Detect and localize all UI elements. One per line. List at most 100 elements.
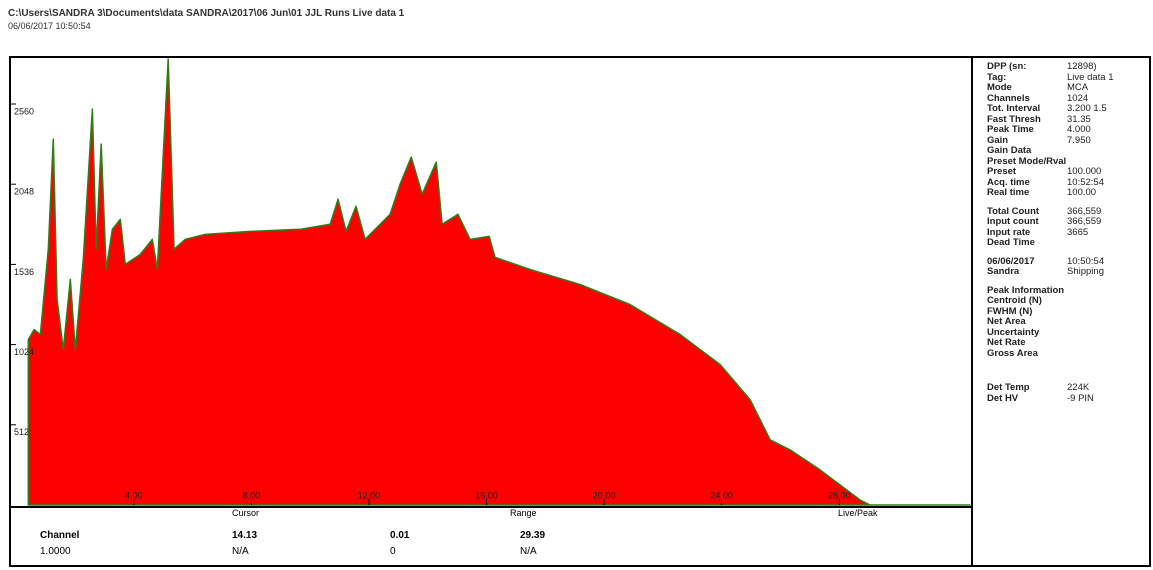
info-value: 31.35 [1067, 113, 1091, 125]
info-label: Gain [987, 134, 1009, 146]
info-value: Shipping [1067, 266, 1104, 277]
info-row: Gross Area [987, 347, 1147, 360]
info-label: 06/06/2017 [987, 255, 1035, 267]
y-tick-label: 1536 [14, 267, 34, 277]
file-path: C:\Users\SANDRA 3\Documents\data SANDRA\… [8, 8, 405, 19]
info-value: 366,559 [1067, 205, 1102, 217]
info-label: Dead Time [987, 237, 1035, 248]
info-row: Acq. time 10:52:54 [987, 176, 1147, 189]
info-label: Tag: [987, 71, 1007, 83]
y-tick-label: 2048 [14, 187, 34, 197]
info-label: Det HV [987, 392, 1019, 404]
status-value: 0.01 [390, 530, 410, 541]
x-tick-label: 4.00 [125, 490, 143, 500]
x-tick-label: 28.00 [828, 490, 851, 500]
info-label: Gross Area [987, 347, 1038, 359]
range-label: Range [510, 508, 537, 518]
info-label: Det Temp [987, 382, 1030, 393]
info-value: 10:52:54 [1067, 176, 1104, 188]
info-row: Mode MCA [987, 82, 1147, 94]
timestamp: 06/06/2017 10:50:54 [8, 21, 91, 31]
info-value: 100.000 [1067, 166, 1102, 177]
status-value: 1.0000 [40, 546, 71, 557]
info-row: Tot. Interval 3.200 1.5 [987, 103, 1147, 115]
info-label: Preset Mode/Rval [987, 155, 1067, 167]
info-value: 1024 [1067, 92, 1089, 104]
status-value: Channel [40, 530, 80, 541]
info-label: Input rate [987, 226, 1031, 238]
info-value: 12898) [1067, 61, 1097, 72]
info-label: Total Count [987, 205, 1040, 217]
info-row: Peak Time 4.000 [987, 124, 1147, 136]
info-value: MCA [1067, 82, 1089, 93]
info-value: 3665 [1067, 226, 1089, 238]
info-label: Gain Data [987, 145, 1032, 156]
info-value: 100.00 [1067, 187, 1097, 198]
info-label: Channels [987, 92, 1030, 104]
info-label: Sandra [987, 266, 1020, 277]
info-value: 224K [1067, 382, 1090, 393]
info-row: Input rate 3665 [987, 226, 1147, 239]
info-value: 4.000 [1067, 124, 1091, 135]
info-row: Centroid (N) [987, 295, 1147, 307]
info-label: Preset [987, 166, 1017, 177]
info-row: Net Rate [987, 337, 1147, 349]
info-row: Det Temp 224K [987, 382, 1147, 394]
info-panel: DPP (sn: 12898) Tag: Live data 1 Mode MCA Chan… [987, 61, 1147, 405]
info-row: Det HV -9 PIN [987, 392, 1147, 405]
x-tick-label: 20.00 [593, 490, 616, 500]
info-row: Uncertainty [987, 326, 1147, 339]
x-tick-label: 24.00 [710, 490, 733, 500]
info-label: Peak Time [987, 124, 1034, 135]
info-row: Real time 100.00 [987, 187, 1147, 199]
info-row: 06/06/2017 10:50:54 [987, 255, 1147, 268]
spectrum-area [27, 58, 971, 506]
info-value: 7.950 [1067, 134, 1091, 146]
info-row: Input count 366,559 [987, 216, 1147, 228]
info-row: Net Area [987, 316, 1147, 328]
info-label: DPP (sn: [987, 61, 1027, 72]
x-tick-label: 16.00 [475, 490, 498, 500]
info-label: Uncertainty [987, 326, 1040, 338]
info-row: DPP (sn: 12898) [987, 61, 1147, 73]
info-label: Peak Information [987, 284, 1065, 296]
info-row: Gain 7.950 [987, 134, 1147, 147]
info-row: Tag: Live data 1 [987, 71, 1147, 84]
x-tick-label: 8.00 [243, 490, 261, 500]
x-tick-label: 12.00 [358, 490, 381, 500]
info-row: FWHM (N) [987, 305, 1147, 318]
window-frame [9, 56, 1151, 567]
info-label: Input count [987, 216, 1039, 227]
info-value: -9 PIN [1067, 392, 1094, 404]
info-row: Preset 100.000 [987, 166, 1147, 178]
status-value: 29.39 [520, 530, 546, 541]
info-value: 366,559 [1067, 216, 1102, 227]
roi-label: Live/Peak [838, 508, 878, 518]
info-value: Live data 1 [1067, 71, 1114, 83]
info-label: FWHM (N) [987, 305, 1033, 317]
status-bar: Cursor Range Live/Peak Channel 14.13 0.01 29.3… [10, 508, 970, 566]
info-row: Fast Thresh 31.35 [987, 113, 1147, 126]
status-value: 14.13 [232, 530, 258, 541]
info-row: Preset Mode/Rval [987, 155, 1147, 168]
status-value: N/A [520, 546, 537, 557]
info-row: Peak Information [987, 284, 1147, 297]
info-row: Channels 1024 [987, 92, 1147, 105]
info-label: Real time [987, 187, 1030, 198]
info-label: Centroid (N) [987, 295, 1042, 306]
info-row: Sandra Shipping [987, 266, 1147, 278]
info-row: Gain Data [987, 145, 1147, 157]
status-value: N/A [232, 546, 249, 557]
info-label: Net Rate [987, 337, 1026, 348]
info-label: Mode [987, 82, 1012, 93]
y-tick-label: 512 [14, 427, 29, 437]
info-row: Total Count 366,559 [987, 205, 1147, 218]
info-row: Dead Time [987, 237, 1147, 249]
info-label: Tot. Interval [987, 103, 1041, 114]
info-label: Fast Thresh [987, 113, 1041, 125]
y-tick-label: 1024 [14, 347, 34, 357]
info-label: Acq. time [987, 176, 1030, 188]
cursor-label: Cursor [232, 508, 260, 518]
